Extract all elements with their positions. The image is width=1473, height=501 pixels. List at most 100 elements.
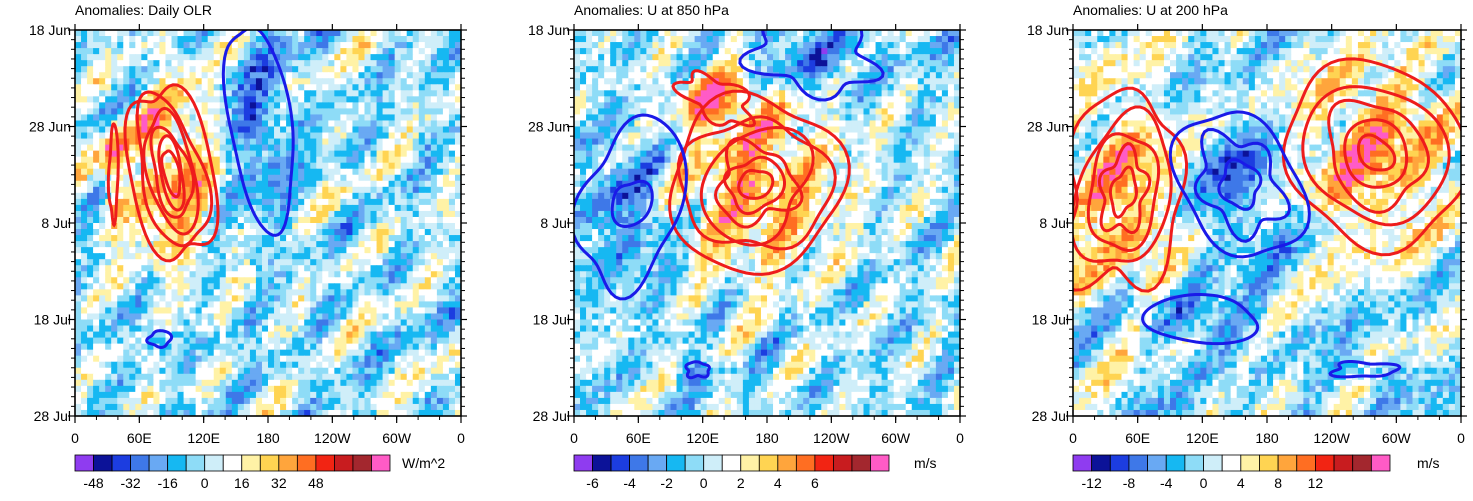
field-cell <box>292 48 299 55</box>
field-cell <box>81 102 88 110</box>
field-cell <box>207 229 215 236</box>
field-cell <box>382 223 390 230</box>
field-cell <box>424 60 432 67</box>
field-cell <box>334 361 341 369</box>
field-cell <box>243 198 251 206</box>
field-cell <box>141 265 148 272</box>
field-cell <box>869 36 877 43</box>
field-cell <box>280 277 287 284</box>
field-cell <box>442 54 450 61</box>
field-cell <box>99 241 106 248</box>
field-cell <box>688 30 696 37</box>
field-cell <box>400 90 408 97</box>
field-cell <box>430 301 438 309</box>
field-cell <box>105 114 112 122</box>
field-cell <box>123 265 130 272</box>
field-cell <box>400 397 408 405</box>
field-cell <box>304 48 311 55</box>
field-cell <box>219 409 227 416</box>
field-cell <box>93 409 100 416</box>
field-cell <box>346 126 354 134</box>
field-cell <box>730 48 738 55</box>
field-cell <box>243 48 251 55</box>
field-cell <box>159 277 167 284</box>
field-cell <box>165 385 173 393</box>
field-cell <box>388 259 396 266</box>
field-cell <box>358 114 366 122</box>
field-cell <box>346 271 354 278</box>
field-cell <box>418 331 426 339</box>
field-cell <box>280 108 287 116</box>
field-cell <box>135 78 142 85</box>
field-cell <box>905 78 913 85</box>
field-cell <box>243 144 251 152</box>
field-cell <box>424 403 432 411</box>
field-cell <box>135 409 142 416</box>
field-cell <box>370 120 378 128</box>
field-cell <box>382 54 390 61</box>
field-cell <box>712 30 720 37</box>
field-cell <box>213 78 221 85</box>
field-cell <box>99 42 106 49</box>
field-cell <box>598 66 605 73</box>
field-cell <box>400 132 408 140</box>
field-cell <box>947 72 955 79</box>
field-cell <box>280 126 287 134</box>
field-cell <box>219 241 227 248</box>
field-cell <box>255 108 263 116</box>
field-cell <box>249 60 257 67</box>
field-cell <box>93 307 100 315</box>
field-cell <box>430 283 438 290</box>
field-cell <box>352 204 360 212</box>
field-cell <box>358 90 366 97</box>
field-cell <box>809 72 816 79</box>
field-cell <box>688 48 696 55</box>
field-cell <box>292 397 299 405</box>
field-cell <box>177 114 185 122</box>
field-cell <box>268 229 275 236</box>
field-cell <box>189 204 197 212</box>
field-cell <box>346 253 354 260</box>
field-cell <box>207 78 215 85</box>
field-cell <box>231 319 239 327</box>
field-cell <box>370 84 378 91</box>
field-cell <box>129 72 136 79</box>
field-cell <box>153 355 161 363</box>
field-cell <box>430 168 438 176</box>
field-cell <box>346 198 354 206</box>
field-cell <box>376 325 384 333</box>
field-cell <box>352 229 360 236</box>
field-cell <box>358 319 366 327</box>
field-cell <box>268 313 275 321</box>
field-cell <box>135 174 142 182</box>
field-cell <box>171 283 179 290</box>
field-cell <box>400 96 408 103</box>
colorbar-swatch <box>222 454 243 472</box>
field-cell <box>237 253 245 260</box>
field-cell <box>394 283 402 290</box>
field-cell <box>159 289 167 296</box>
field-cell <box>358 186 366 194</box>
field-cell <box>207 295 215 303</box>
field-cell <box>274 343 281 351</box>
field-cell <box>207 325 215 333</box>
field-cell <box>646 42 654 49</box>
field-cell <box>243 210 251 218</box>
field-cell <box>147 361 155 369</box>
field-cell <box>93 180 100 188</box>
field-cell <box>280 30 287 37</box>
field-cell <box>141 289 148 296</box>
field-cell <box>268 138 275 146</box>
field-cell <box>153 307 161 315</box>
field-cell <box>412 277 420 284</box>
field-cell <box>358 313 366 321</box>
field-cell <box>286 162 293 170</box>
field-cell <box>93 138 100 146</box>
field-cell <box>454 42 461 49</box>
field-cell <box>261 84 269 91</box>
field-cell <box>388 150 396 158</box>
field-cell <box>454 355 461 363</box>
field-cell <box>147 397 155 405</box>
field-cell <box>334 210 341 218</box>
field-cell <box>274 198 281 206</box>
